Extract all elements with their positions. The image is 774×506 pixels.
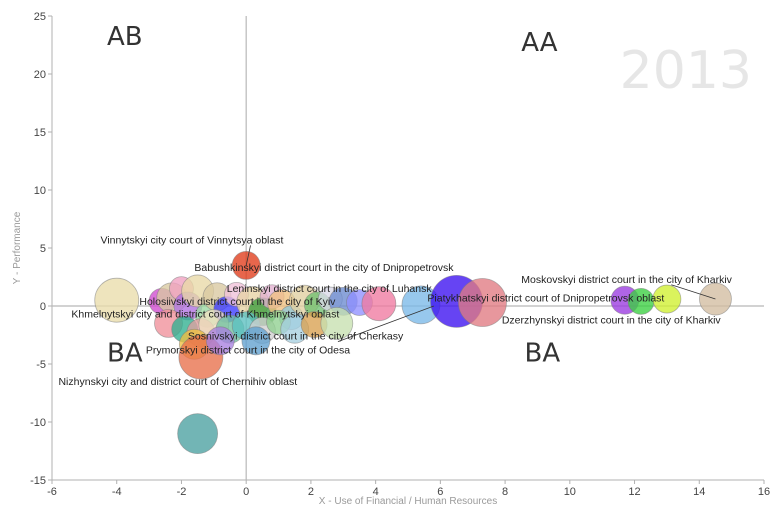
x-tick-label: 2 (308, 486, 314, 498)
annotation-label: Dzerzhynskyi district court in the city … (502, 314, 722, 326)
quadrant-labels: AB AA BA BA (107, 22, 560, 369)
y-axis-title: Y - Performance (12, 211, 23, 284)
annotation-label: Khmelnytskyi city and district court of … (71, 309, 339, 321)
x-tick-label: 6 (437, 486, 443, 498)
annotation-label: Holosiivskyi district court in the city … (139, 296, 336, 308)
y-tick-label: -15 (30, 475, 46, 487)
annotation-label: Piatykhatskyi district court of Dniprope… (427, 292, 664, 304)
bubble (94, 277, 140, 323)
annotation-leader (245, 245, 251, 266)
y-tick-label: 10 (34, 185, 46, 197)
quadrant-label: AB (107, 22, 143, 52)
y-tick-label: -5 (36, 359, 46, 371)
bubble (241, 326, 271, 356)
bubble (177, 413, 219, 455)
quadrant-label: BA (525, 339, 561, 369)
bubble (652, 284, 682, 314)
annotation-label: Nizhynskyi city and district court of Ch… (58, 376, 297, 388)
annotations: Vinnytskyi city court of Vinnytsya oblas… (58, 234, 732, 388)
y-tick-label: 5 (40, 243, 46, 255)
bubble (361, 286, 397, 322)
year-watermark: 2013 (620, 41, 752, 101)
x-tick-label: 10 (564, 486, 576, 498)
x-tick-label: 8 (502, 486, 508, 498)
annotation-label: Leninskyi district court in the city of … (227, 283, 433, 295)
annotation-label: Moskovskyi district court in the city of… (521, 274, 732, 286)
annotation-label: Vinnytskyi city court of Vinnytsya oblas… (101, 234, 284, 246)
x-tick-label: -4 (112, 486, 122, 498)
x-tick-label: 16 (758, 486, 770, 498)
annotation-label: Babushkinskyi district court in the city… (194, 262, 454, 274)
bubbles (94, 250, 732, 455)
x-tick-label: 12 (628, 486, 640, 498)
y-tick-label: 25 (34, 11, 46, 23)
bubble (320, 306, 354, 340)
y-tick-label: 0 (40, 301, 46, 313)
bubble (205, 326, 235, 356)
y-tick-label: 15 (34, 127, 46, 139)
annotation-label: Prymorskyi district court in the city of… (146, 345, 350, 357)
annotation-leader (337, 305, 435, 343)
x-tick-label: 14 (693, 486, 705, 498)
x-tick-label: -2 (177, 486, 187, 498)
x-tick-label: -6 (47, 486, 57, 498)
quadrant-label: BA (107, 339, 143, 369)
y-tick-label: -10 (30, 417, 46, 429)
bubble (458, 278, 507, 327)
quadrant-label: AA (521, 28, 558, 58)
x-axis-title: X - Use of Financial / Human Resources (319, 496, 497, 506)
y-tick-label: 20 (34, 69, 46, 81)
x-tick-label: 0 (243, 486, 249, 498)
x-tick-label: 4 (373, 486, 379, 498)
annotation-label: Sosnivskyi district court in the city of… (188, 331, 404, 343)
annotation-leader (671, 284, 716, 300)
